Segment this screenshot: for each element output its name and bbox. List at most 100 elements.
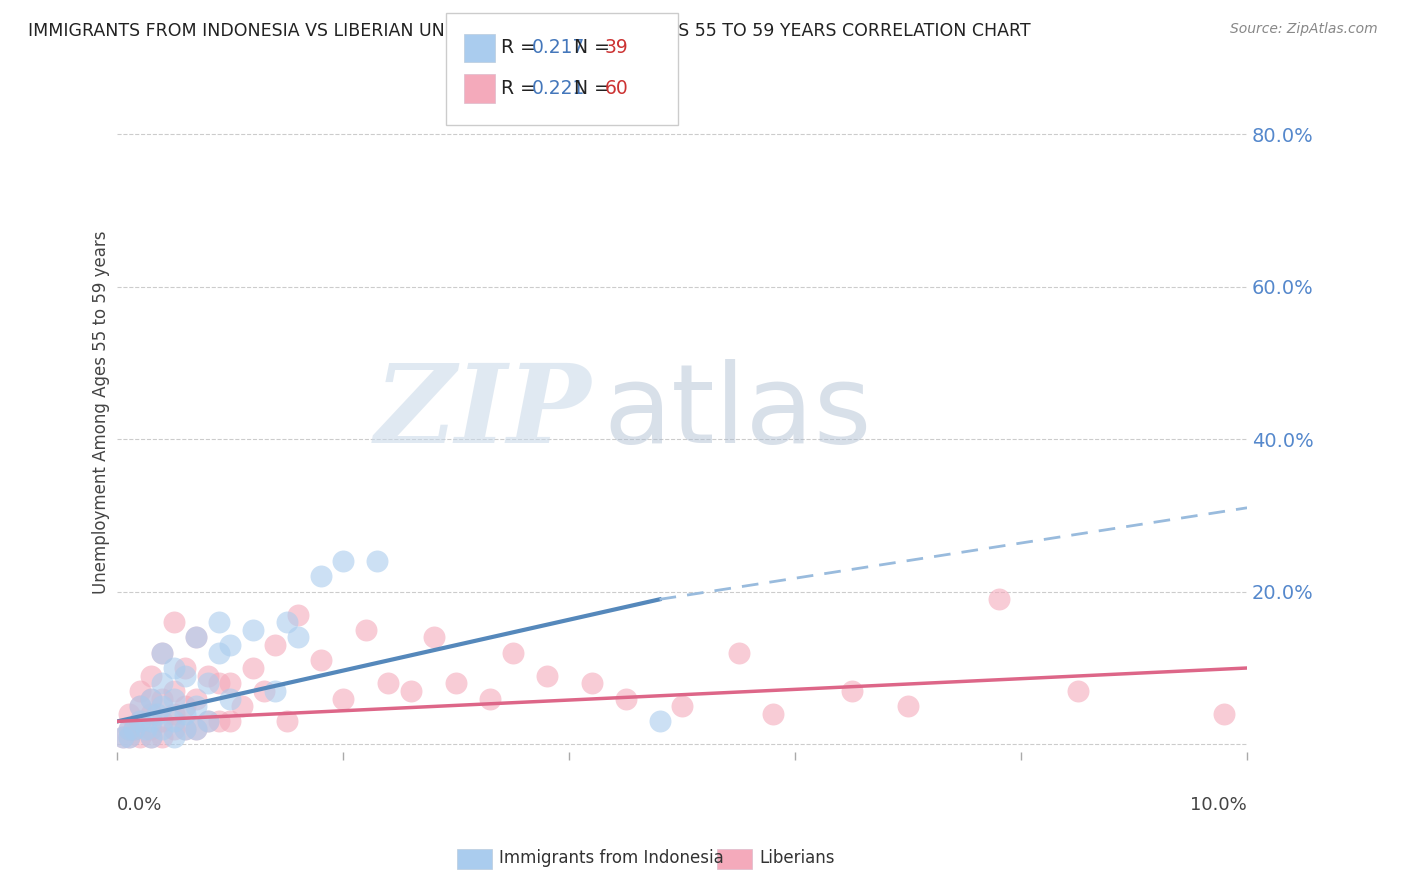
Point (146, 706, 169, 721)
Point (197, 676, 219, 690)
Point (152, 699, 174, 714)
Point (141, 668, 163, 682)
Point (152, 691, 174, 706)
Point (141, 730, 163, 744)
Point (444, 676, 467, 690)
Point (264, 638, 287, 652)
Point (276, 714, 298, 729)
Point (197, 668, 219, 682)
Text: N =: N = (574, 37, 616, 57)
Point (129, 699, 152, 714)
Point (208, 646, 231, 660)
Point (309, 653, 332, 667)
Point (186, 631, 208, 645)
Point (186, 722, 208, 736)
Point (141, 730, 163, 744)
Point (163, 730, 186, 744)
Point (129, 699, 152, 714)
Point (117, 730, 139, 744)
Point (117, 706, 139, 721)
Point (287, 631, 309, 645)
Point (377, 676, 399, 690)
Point (163, 706, 186, 721)
Point (117, 730, 139, 744)
Point (163, 684, 186, 698)
Point (152, 730, 174, 744)
Point (122, 722, 145, 736)
Point (366, 554, 388, 568)
Text: R =: R = (501, 37, 541, 57)
Text: ZIP: ZIP (375, 359, 592, 467)
Point (174, 661, 197, 675)
Text: 0.0%: 0.0% (117, 796, 163, 814)
Point (536, 668, 558, 682)
Point (141, 714, 163, 729)
Point (242, 661, 264, 675)
Text: 60: 60 (605, 78, 628, 98)
Point (197, 714, 219, 729)
Text: Source: ZipAtlas.com: Source: ZipAtlas.com (1230, 22, 1378, 37)
Point (163, 661, 186, 675)
Point (152, 676, 174, 690)
Point (174, 722, 197, 736)
Point (242, 623, 264, 637)
Point (174, 699, 197, 714)
Point (163, 714, 186, 729)
Point (276, 615, 298, 630)
Point (129, 684, 152, 698)
Point (1213, 706, 1236, 721)
Text: Immigrants from Indonesia: Immigrants from Indonesia (499, 849, 724, 867)
Text: 10.0%: 10.0% (1191, 796, 1247, 814)
Point (117, 722, 139, 736)
Text: Liberians: Liberians (759, 849, 835, 867)
Point (163, 691, 186, 706)
Y-axis label: Unemployment Among Ages 55 to 59 years: Unemployment Among Ages 55 to 59 years (93, 231, 110, 594)
Point (897, 699, 920, 714)
Point (309, 569, 332, 583)
Point (141, 706, 163, 721)
Point (129, 714, 152, 729)
Point (614, 691, 637, 706)
Point (332, 554, 354, 568)
Point (186, 699, 208, 714)
Point (219, 676, 242, 690)
Point (479, 691, 502, 706)
Point (152, 714, 174, 729)
Point (135, 722, 157, 736)
Point (219, 714, 242, 729)
Point (174, 722, 197, 736)
Point (152, 646, 174, 660)
Point (1066, 684, 1088, 698)
Point (581, 676, 603, 690)
Text: atlas: atlas (603, 359, 872, 466)
Point (129, 714, 152, 729)
Point (152, 722, 174, 736)
Point (208, 676, 231, 690)
Point (253, 684, 276, 698)
Point (197, 714, 219, 729)
Point (231, 699, 253, 714)
Point (152, 646, 174, 660)
Point (727, 646, 749, 660)
Text: R =: R = (501, 78, 541, 98)
Point (141, 722, 163, 736)
Text: 39: 39 (605, 37, 628, 57)
Point (186, 722, 208, 736)
Point (163, 722, 186, 736)
Point (117, 722, 139, 736)
Point (208, 615, 231, 630)
Text: N =: N = (574, 78, 616, 98)
Text: IMMIGRANTS FROM INDONESIA VS LIBERIAN UNEMPLOYMENT AMONG AGES 55 TO 59 YEARS COR: IMMIGRANTS FROM INDONESIA VS LIBERIAN UN… (28, 22, 1031, 40)
Point (129, 730, 152, 744)
Point (671, 699, 693, 714)
Point (219, 691, 242, 706)
Point (111, 730, 134, 744)
Point (841, 684, 863, 698)
Point (761, 706, 783, 721)
Point (122, 722, 145, 736)
Point (186, 691, 208, 706)
Point (332, 691, 354, 706)
Point (174, 668, 197, 682)
Point (502, 646, 524, 660)
Point (422, 631, 444, 645)
